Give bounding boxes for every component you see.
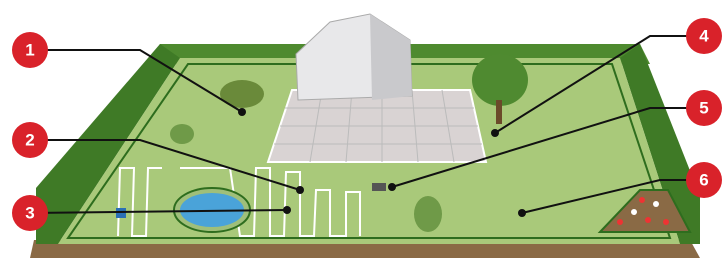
shrub xyxy=(170,124,194,144)
mower xyxy=(116,208,126,218)
callout-number: 5 xyxy=(699,99,708,118)
callout-number: 3 xyxy=(25,204,34,223)
callout-number: 4 xyxy=(699,27,709,46)
callout-2: 2 xyxy=(12,122,48,158)
callout-1: 1 xyxy=(12,32,48,68)
callout-number: 2 xyxy=(25,131,34,150)
callout-6: 6 xyxy=(686,162,722,198)
callout-number: 1 xyxy=(25,41,34,60)
callout-number: 6 xyxy=(699,171,708,190)
tree xyxy=(472,54,528,106)
tree-trunk xyxy=(496,100,502,124)
callout-4: 4 xyxy=(686,18,722,54)
house-side xyxy=(370,14,412,100)
callout-3: 3 xyxy=(12,195,48,231)
shrub xyxy=(414,196,442,232)
garden-illustration: 1 2 3 4 5 6 xyxy=(0,0,724,262)
charging-station xyxy=(372,183,386,191)
callout-5: 5 xyxy=(686,90,722,126)
